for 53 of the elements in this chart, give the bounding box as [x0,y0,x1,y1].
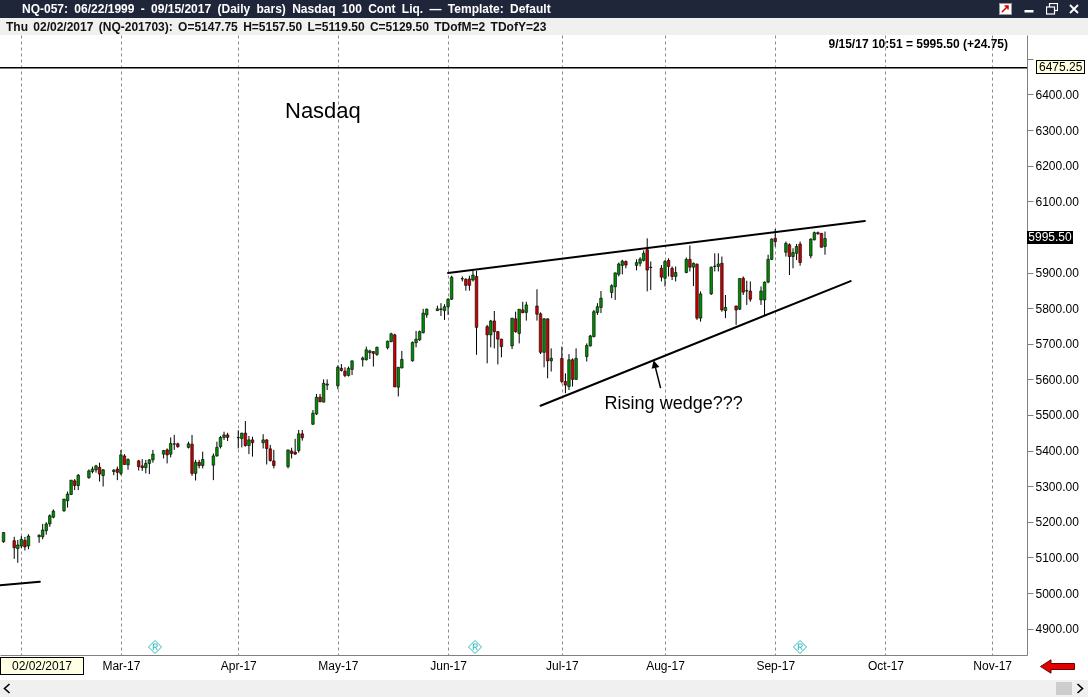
candlestick [37,533,41,544]
candlestick [492,310,496,349]
candlestick [485,324,489,364]
y-tick-label: 5100.00 [1035,550,1080,565]
y-tick-label: 5700.00 [1035,337,1080,352]
candlestick [12,536,16,560]
y-tick-label: 5500.00 [1035,408,1080,423]
y-tick-label: 6400.00 [1035,87,1080,102]
x-tick-label: Mar-17 [102,658,141,673]
candlestick [247,435,251,455]
x-tick-label: Jun-17 [430,658,468,673]
chart-title: NQ-057: 06/22/1999 - 09/15/2017 (Daily bars) Nasdaq 100 Cont Liq. — Template: Default [22,2,551,16]
candlestick [570,357,575,387]
ref-line-label: 6475.25 [1036,59,1086,74]
candlestick [791,247,795,269]
x-tick-label: Jul-17 [546,658,580,673]
candlestick [663,259,667,287]
y-tick-label: 6100.00 [1035,194,1080,209]
candlestick [759,285,763,306]
candlestick [599,290,603,314]
candlestick [236,429,240,449]
x-tick-label: May-17 [318,658,359,673]
y-tick-label: 5800.00 [1035,301,1080,316]
y-tick-label: 5400.00 [1035,444,1080,459]
x-tick-label: Nov-17 [973,658,1013,673]
annotation: Rising wedge??? [604,393,743,414]
candlestick [16,539,20,564]
text: 5995.50 [1027,230,1073,244]
x-tick-label: Oct-17 [867,658,905,673]
y-tick-label: 5900.00 [1035,266,1080,281]
y-tick-label: 6300.00 [1035,123,1080,138]
y-tick-label: 5600.00 [1035,372,1080,387]
candlestick [748,280,752,303]
chart-subtitle: Thu 02/02/2017 (NQ-201703): O=5147.75 H=5157.50 L=5119.50 C=5129.50 TDofM=2 TDofY=23 [6,20,547,34]
y-tick-label: 5000.00 [1035,586,1080,601]
x-tick-label: Aug-17 [646,658,686,673]
text: 02/02/2017 [0,657,84,675]
candlestick [439,302,443,317]
candlestick [126,457,130,471]
annotation: Nasdaq [285,98,361,124]
candlestick [151,449,155,464]
x-tick-label: Sep-17 [756,658,796,673]
x-tick-label: Apr-17 [220,658,258,673]
candlestick [745,280,749,306]
y-tick-label: 4900.00 [1035,622,1080,637]
candlestick [286,449,290,469]
candlestick [823,231,827,256]
candlestick [272,449,276,469]
candlestick [250,436,255,458]
y-tick-label: 5300.00 [1035,479,1080,494]
y-tick-label: 6200.00 [1035,159,1080,174]
annotation: 9/15/17 10:51 = 5995.50 (+24.75) [828,37,1008,52]
y-tick-label: 5200.00 [1035,515,1080,530]
